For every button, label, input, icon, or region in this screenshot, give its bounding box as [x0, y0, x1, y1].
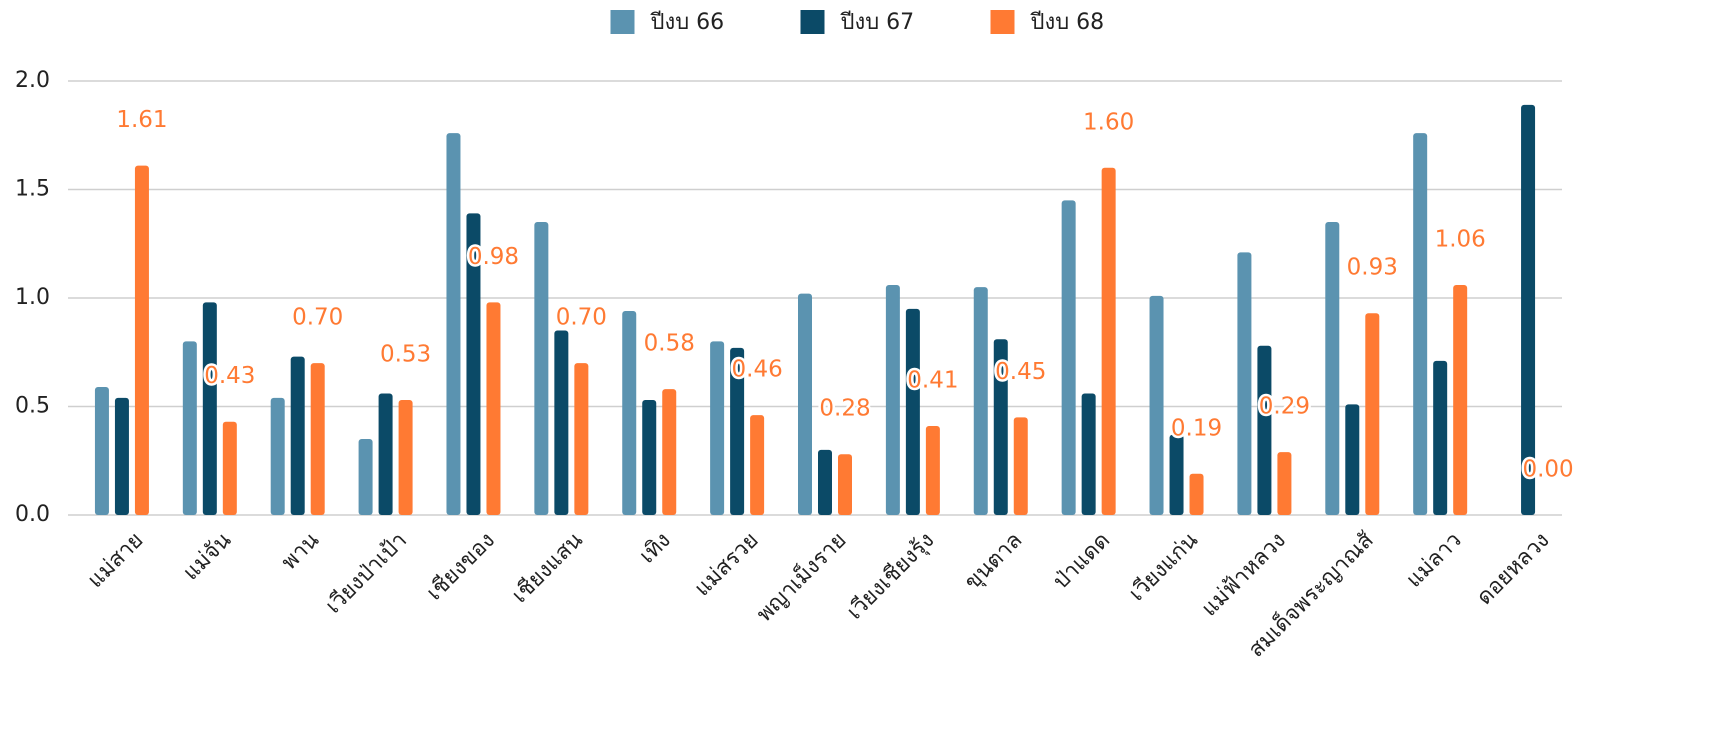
bar — [1257, 345, 1272, 515]
bar — [290, 356, 305, 515]
value-label: 0.19 — [1171, 415, 1222, 441]
bar — [446, 133, 461, 515]
bar — [574, 363, 589, 515]
x-tick-label: พาน — [277, 528, 324, 575]
bar — [1013, 417, 1028, 515]
y-tick-label: 2.0 — [15, 68, 50, 93]
x-tick-label: เวียงป่าเป้า — [321, 528, 412, 619]
bar — [554, 330, 569, 515]
value-label: 0.45 — [995, 359, 1046, 385]
bar — [1081, 393, 1096, 515]
bar — [973, 287, 988, 515]
bar — [310, 363, 325, 515]
y-tick-label: 1.0 — [15, 285, 50, 310]
value-label: 0.28 — [819, 396, 870, 422]
legend-swatch — [800, 10, 825, 34]
bar — [182, 341, 197, 515]
bar — [94, 386, 109, 515]
legend-swatch — [990, 10, 1015, 34]
x-tick-label: พญาเม็งราย — [750, 526, 851, 627]
bar — [730, 347, 745, 515]
bar — [270, 397, 285, 515]
x-tick-label: แม่ลาว — [1402, 528, 1467, 593]
bar — [466, 213, 481, 515]
legend-label: ปีงบ 68 — [1029, 10, 1104, 35]
y-tick-label: 0.0 — [15, 502, 50, 527]
value-label: 1.06 — [1435, 226, 1486, 252]
value-label: 0.41 — [907, 368, 958, 394]
bar — [622, 311, 637, 515]
x-tick-label: เวียงแก่น — [1124, 528, 1203, 607]
x-tick-label: แม่จัน — [179, 528, 237, 586]
x-tick-label: แม่ฟ้าหลวง — [1197, 528, 1291, 622]
bar — [358, 439, 373, 515]
bar — [398, 399, 413, 515]
bar — [905, 308, 920, 515]
bar — [1237, 252, 1252, 515]
bar — [818, 449, 832, 515]
bar — [378, 393, 393, 515]
x-tick-label: เวียงเชียงรุ้ง — [842, 528, 939, 625]
bar — [1277, 452, 1292, 515]
bar — [114, 397, 129, 515]
bar — [642, 399, 657, 515]
bar — [662, 389, 677, 515]
bar — [925, 426, 940, 515]
value-label: 0.93 — [1347, 255, 1398, 281]
bar — [798, 293, 812, 515]
bar — [1413, 133, 1428, 515]
x-tick-label: เชียงของ — [422, 528, 500, 606]
bar — [534, 222, 549, 516]
bar — [1325, 222, 1340, 516]
x-tick-label: เชียงแสน — [507, 528, 587, 608]
x-tick-label: ขุนตาล — [960, 528, 1027, 595]
bar — [202, 302, 217, 515]
value-label: 1.60 — [1083, 109, 1134, 135]
legend-label: ปีงบ 66 — [649, 10, 724, 35]
value-label: 0.58 — [644, 331, 695, 357]
value-label: 0.70 — [292, 305, 343, 331]
bar — [1189, 473, 1204, 515]
bar — [1433, 360, 1448, 515]
bar — [486, 302, 501, 515]
x-tick-label: ป่าแดด — [1049, 528, 1116, 595]
bar — [1521, 104, 1536, 516]
value-label: 1.61 — [116, 107, 167, 133]
value-label: 0.70 — [556, 305, 607, 331]
y-tick-label: 1.5 — [15, 177, 50, 202]
bar — [1101, 167, 1116, 516]
x-tick-label: แม่สาย — [83, 528, 148, 593]
bar — [993, 339, 1008, 515]
value-label: 0.98 — [468, 244, 519, 270]
value-label: 0.53 — [380, 341, 431, 367]
bar — [1169, 434, 1184, 515]
value-label: 0.00 — [1522, 457, 1573, 483]
bar — [1365, 313, 1380, 515]
bar — [134, 165, 149, 515]
value-label: 0.46 — [732, 357, 783, 383]
value-label: 0.43 — [204, 363, 255, 389]
legend-swatch — [610, 10, 635, 34]
value-label: 0.29 — [1259, 394, 1310, 420]
y-tick-label: 0.5 — [15, 394, 50, 419]
x-tick-label: เทิง — [635, 528, 676, 569]
bar — [885, 284, 900, 515]
bar — [750, 415, 765, 515]
bar — [838, 454, 852, 515]
bar — [1061, 200, 1076, 515]
x-tick-label: ดอยหลวง — [1472, 528, 1554, 610]
legend-label: ปีงบ 67 — [839, 10, 914, 35]
bar — [1453, 284, 1468, 515]
bar — [222, 421, 237, 515]
bar — [1149, 295, 1164, 515]
x-tick-label: แม่สรวย — [690, 528, 764, 602]
bar — [1345, 404, 1360, 515]
bar — [710, 341, 725, 515]
